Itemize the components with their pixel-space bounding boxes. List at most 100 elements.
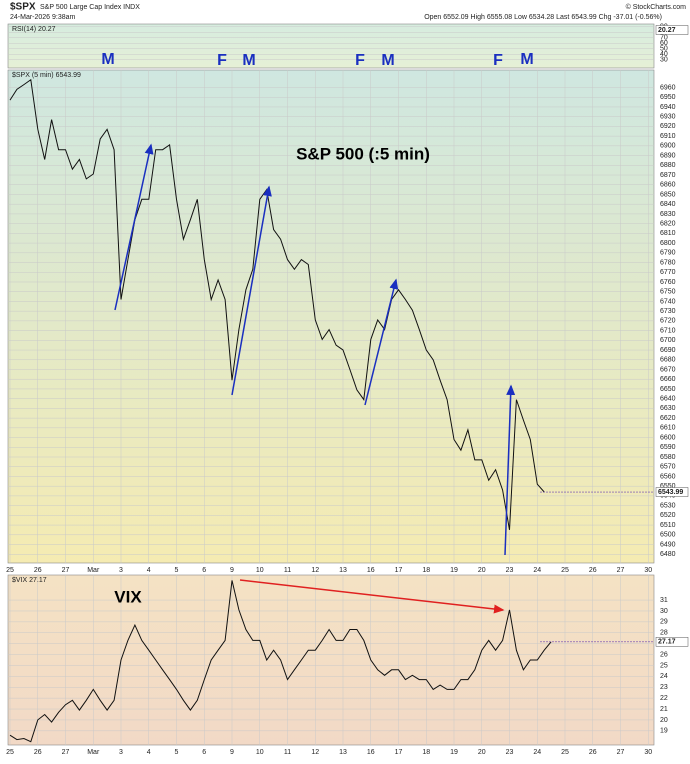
- y-tick-label: 6690: [660, 347, 676, 354]
- y-tick-label: 6940: [660, 104, 676, 111]
- panel-background: [7, 574, 655, 746]
- y-tick-label: 6660: [660, 376, 676, 383]
- y-tick-label: 6620: [660, 415, 676, 422]
- x-tick-label: 4: [147, 749, 151, 756]
- x-tick-label: 17: [395, 749, 403, 756]
- x-tick-label: Mar: [87, 567, 100, 574]
- y-tick-label: 6590: [660, 444, 676, 451]
- y-tick-label: 30: [660, 608, 668, 615]
- y-tick-label: 6560: [660, 473, 676, 480]
- y-tick-label: 6680: [660, 357, 676, 364]
- x-tick-label: 19: [450, 567, 458, 574]
- y-tick-label: 6600: [660, 434, 676, 441]
- x-tick-label: 30: [644, 567, 652, 574]
- x-tick-label: 5: [175, 567, 179, 574]
- x-tick-label: 27: [617, 567, 625, 574]
- x-tick-label: 23: [506, 567, 514, 574]
- chart-title: S&P 500 (:5 min): [296, 144, 430, 163]
- last-value-box: [655, 487, 689, 497]
- y-tick-label: 31: [660, 597, 668, 604]
- x-tick-label: 26: [34, 567, 42, 574]
- x-tick-label: 4: [147, 567, 151, 574]
- y-tick-label: 6900: [660, 143, 676, 150]
- symbol: $SPX: [10, 2, 36, 13]
- y-tick-label: 6630: [660, 405, 676, 412]
- annotations: M F M F M F M: [101, 51, 534, 614]
- x-tick-label: 27: [62, 749, 70, 756]
- x-tick-label: 24: [533, 749, 541, 756]
- annotation: M: [101, 51, 114, 68]
- x-tick-label: 17: [395, 567, 403, 574]
- y-tick-label: 21: [660, 706, 668, 713]
- source: © StockCharts.com: [626, 3, 687, 11]
- annotation: F: [493, 52, 503, 69]
- y-tick-label: 6960: [660, 84, 676, 91]
- y-tick-label: 22: [660, 695, 668, 702]
- x-tick-label: 18: [422, 749, 430, 756]
- y-tick-label: 6820: [660, 220, 676, 227]
- x-tick-label: 23: [506, 749, 514, 756]
- trend-arrow: [504, 384, 516, 556]
- y-tick-label: 6740: [660, 298, 676, 305]
- y-tick-label: 6650: [660, 386, 676, 393]
- x-tick-label: 27: [617, 749, 625, 756]
- y-tick-label: 26: [660, 651, 668, 658]
- y-tick-label: 6760: [660, 279, 676, 286]
- y-tick-label: 6860: [660, 182, 676, 189]
- y-tick-label: 24: [660, 673, 668, 680]
- y-tick-label: 6780: [660, 259, 676, 266]
- y-tick-label: 6950: [660, 94, 676, 101]
- x-tick-label: 26: [589, 749, 597, 756]
- x-tick-label: 26: [34, 749, 42, 756]
- y-tick-label: 6720: [660, 318, 676, 325]
- y-tick-label: 6510: [660, 522, 676, 529]
- x-tick-label: 26: [589, 567, 597, 574]
- y-tick-label: 29: [660, 619, 668, 626]
- y-tick-label: 6750: [660, 289, 676, 296]
- x-tick-label: 16: [367, 567, 375, 574]
- y-tick-label: 6890: [660, 152, 676, 159]
- y-tick-label: 6930: [660, 114, 676, 121]
- trend-arrow: [231, 185, 272, 396]
- x-tick-label: 20: [478, 567, 486, 574]
- x-tick-label: 6: [202, 749, 206, 756]
- panel-background: [7, 69, 655, 564]
- y-tick-label: 23: [660, 684, 668, 691]
- index-name: S&P 500 Large Cap Index INDX: [40, 4, 140, 11]
- y-tick-label: 6480: [660, 551, 676, 558]
- x-tick-label: 9: [230, 567, 234, 574]
- y-tick-label: 30: [660, 57, 668, 64]
- y-tick-label: 6580: [660, 454, 676, 461]
- legend: $VIX 27.17: [12, 577, 47, 584]
- x-tick-label: 24: [533, 567, 541, 574]
- y-tick-label: 6800: [660, 240, 676, 247]
- annotation: M: [242, 52, 255, 69]
- y-tick-label: 6770: [660, 269, 676, 276]
- date: 24-Mar-2026 9:38am: [10, 14, 76, 21]
- y-tick-label: 6910: [660, 133, 676, 140]
- x-tick-label: 11: [284, 567, 291, 574]
- y-tick-label: 6790: [660, 250, 676, 257]
- y-tick-label: 60: [660, 40, 668, 47]
- x-tick-label: 3: [119, 749, 123, 756]
- x-tick-label: 16: [367, 749, 375, 756]
- x-tick-label: 12: [311, 749, 319, 756]
- y-tick-label: 6610: [660, 425, 676, 432]
- x-tick-label: 5: [175, 749, 179, 756]
- x-tick-label: 25: [561, 749, 569, 756]
- x-tick-label: 25: [6, 567, 14, 574]
- legend: RSI(14) 20.27: [12, 26, 56, 33]
- quote: Open 6552.09 High 6555.08 Low 6534.28 La…: [424, 14, 662, 21]
- annotation: M: [381, 52, 394, 69]
- x-tick-label: 10: [256, 567, 264, 574]
- y-tick-label: 6500: [660, 532, 676, 539]
- series-line: [9, 580, 552, 743]
- y-tick-label: 6880: [660, 162, 676, 169]
- y-tick-label: 6870: [660, 172, 676, 179]
- y-tick-label: 20: [660, 717, 668, 724]
- x-tick-label: 30: [644, 749, 652, 756]
- y-tick-label: 6530: [660, 502, 676, 509]
- x-tick-label: 12: [311, 567, 319, 574]
- x-tick-label: 13: [339, 567, 347, 574]
